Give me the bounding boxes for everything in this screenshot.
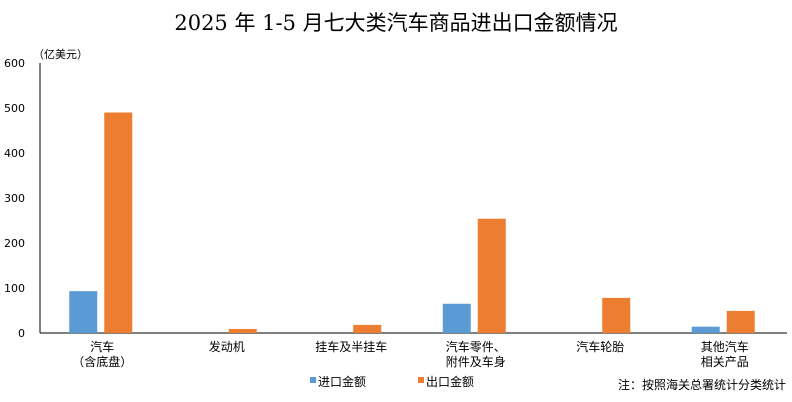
import-bar	[442, 303, 471, 333]
export-bar	[228, 328, 257, 333]
category-label: 其他汽车	[701, 339, 749, 354]
y-tick-label: 500	[4, 102, 25, 115]
export-bar	[602, 297, 631, 333]
export-bar	[477, 218, 506, 333]
legend-swatch	[310, 377, 316, 383]
legend-swatch	[418, 377, 424, 383]
footnote: 注：按照海关总署统计分类统计	[618, 377, 786, 392]
category-label: 汽车零件、	[446, 339, 506, 354]
category-label: 附件及车身	[446, 354, 506, 369]
export-bar	[104, 112, 133, 333]
legend: 进口金额 出口金额	[310, 374, 474, 389]
legend-label: 进口金额	[318, 374, 366, 389]
chart-title: 2025 年 1-5 月七大类汽车商品进出口金额情况	[174, 11, 617, 35]
export-bar	[353, 324, 382, 333]
y-tick-label: 300	[4, 192, 25, 205]
category-label: 汽车	[90, 339, 114, 354]
category-label: 挂车及半挂车	[315, 339, 387, 354]
category-label: 发动机	[209, 339, 245, 354]
category-label: （含底盘）	[72, 354, 132, 369]
y-tick-label: 600	[4, 57, 25, 70]
y-tick-label: 0	[18, 327, 25, 340]
y-tick-label: 100	[4, 282, 25, 295]
bars	[69, 112, 755, 333]
import-bar	[691, 326, 720, 333]
y-tick-label: 200	[4, 237, 25, 250]
y-axis-label: （亿美元）	[33, 48, 88, 61]
import-bar	[69, 291, 98, 333]
category-label: 汽车轮胎	[576, 339, 624, 354]
y-tick-label: 400	[4, 147, 25, 160]
export-bar	[726, 310, 755, 333]
category-label: 相关产品	[701, 355, 749, 369]
y-tick-labels: 0 100 200 300 400 500 600	[4, 57, 25, 340]
legend-label: 出口金额	[426, 374, 474, 389]
